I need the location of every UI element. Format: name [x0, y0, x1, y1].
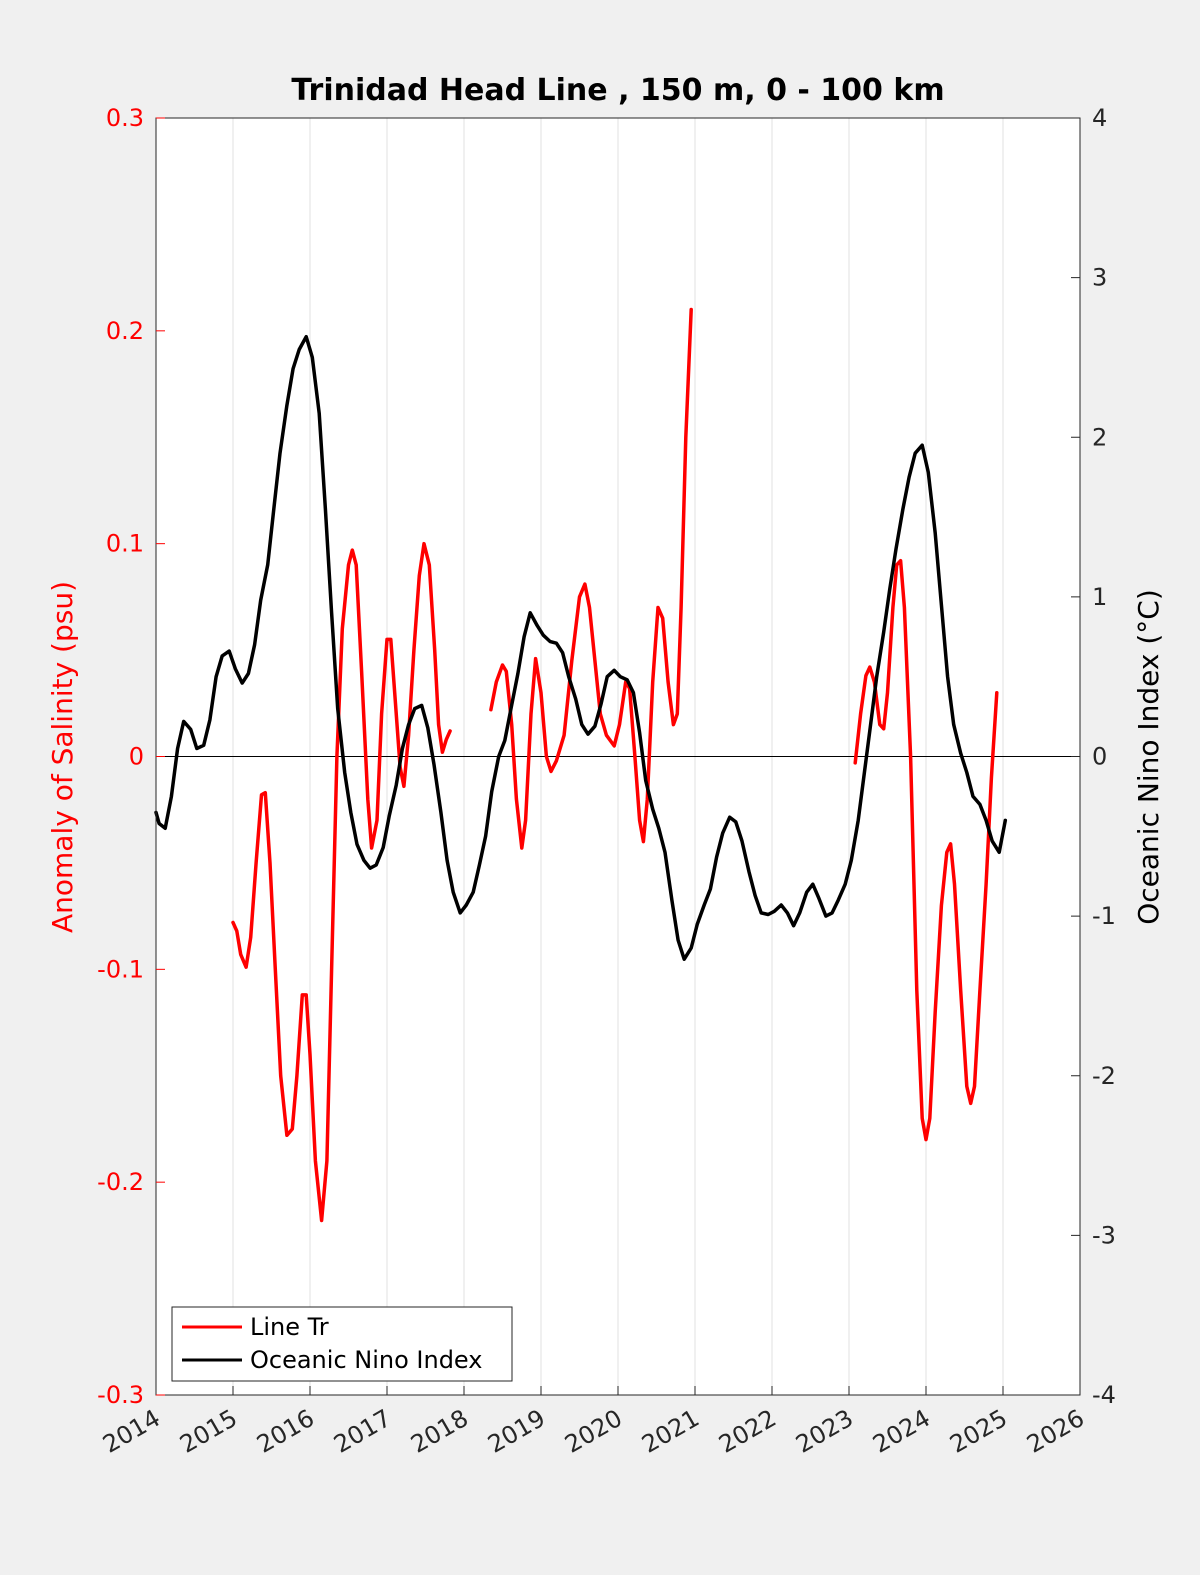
y-right-tick-label: 0 — [1092, 743, 1107, 771]
x-tick-label: 2020 — [560, 1404, 627, 1459]
y-left-tick-label: -0.3 — [97, 1381, 144, 1409]
y-left-tick-label: 0.1 — [106, 530, 144, 558]
y-right-tick-label: 2 — [1092, 423, 1107, 451]
y-right-tick-label: -2 — [1092, 1062, 1116, 1090]
chart-title: Trinidad Head Line , 150 m, 0 - 100 km — [291, 73, 944, 108]
legend: Line Tr Oceanic Nino Index — [171, 1306, 513, 1382]
x-tick-label: 2022 — [714, 1404, 781, 1459]
legend-label-oni: Oceanic Nino Index — [250, 1346, 482, 1374]
y-left-tick-label: 0.2 — [106, 317, 144, 345]
series-line-tr — [231, 541, 452, 1223]
series-line-tr — [489, 307, 693, 850]
legend-label-line-tr: Line Tr — [250, 1313, 329, 1341]
x-tick-label: 2019 — [483, 1404, 550, 1459]
y-left-tick-label: -0.2 — [97, 1168, 144, 1196]
series-layer — [154, 307, 1008, 1223]
x-tick-label: 2016 — [252, 1404, 319, 1459]
legend-box — [171, 1306, 513, 1382]
y-right-tick-label: -1 — [1092, 902, 1116, 930]
series-line-tr — [853, 558, 999, 1142]
y-axis-right-label: Oceanic Nino Index (°C) — [1132, 589, 1165, 925]
x-tick-label: 2015 — [175, 1404, 242, 1459]
y-left-tick-label: 0 — [129, 743, 144, 771]
y-right-tick-label: 1 — [1092, 583, 1107, 611]
x-tick-label: 2023 — [791, 1404, 858, 1459]
y-left-tick-label: -0.1 — [97, 955, 144, 983]
y-right-tick-label: 3 — [1092, 264, 1107, 292]
y-right-tick-label: -4 — [1092, 1381, 1116, 1409]
x-tick-label: 2021 — [637, 1404, 704, 1459]
x-tick-label: 2014 — [98, 1404, 165, 1459]
y-right-tick-label: -3 — [1092, 1221, 1116, 1249]
series-oceanic-nino-index — [154, 334, 1008, 961]
x-tick-label: 2025 — [945, 1404, 1012, 1459]
y-axis-left-label: Anomaly of Salinity (psu) — [46, 581, 79, 933]
y-left-tick-label: 0.3 — [106, 104, 144, 132]
x-tick-label: 2026 — [1022, 1404, 1089, 1459]
x-tick-label: 2017 — [329, 1404, 396, 1459]
x-tick-label: 2018 — [406, 1404, 473, 1459]
x-tick-label: 2024 — [868, 1404, 935, 1459]
y-right-tick-label: 4 — [1092, 104, 1107, 132]
